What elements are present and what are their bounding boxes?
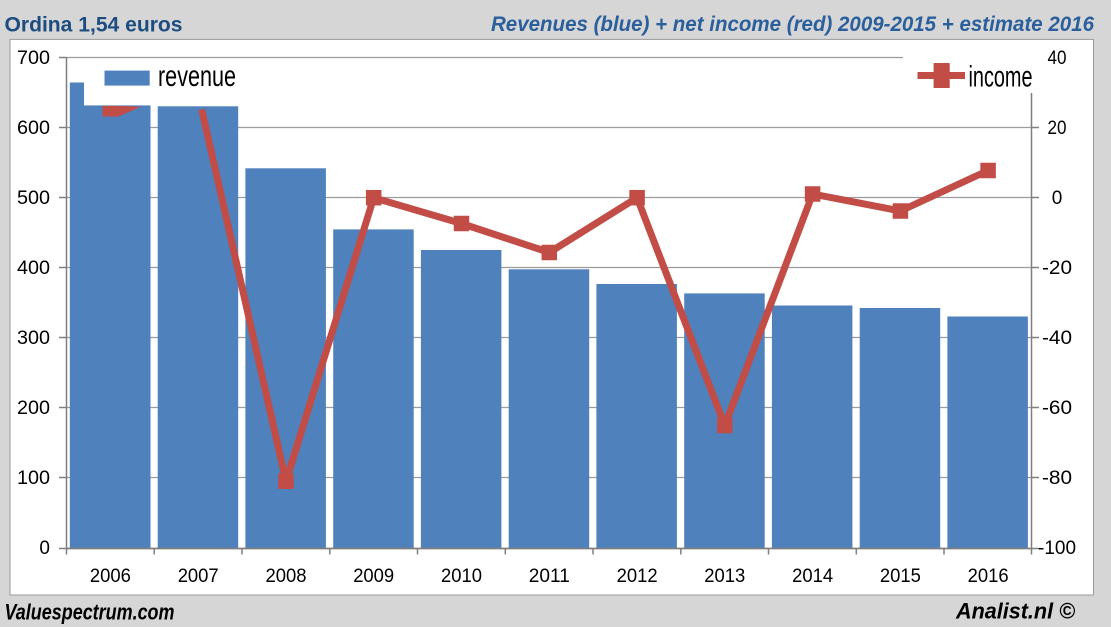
svg-text:600: 600 [17, 118, 50, 139]
svg-text:-80: -80 [1042, 468, 1072, 489]
svg-text:2009: 2009 [353, 566, 394, 587]
svg-text:2006: 2006 [90, 566, 131, 587]
svg-text:2007: 2007 [178, 566, 219, 587]
svg-text:2010: 2010 [441, 566, 482, 587]
svg-text:2015: 2015 [880, 566, 921, 587]
svg-text:Analist.nl ©: Analist.nl © [955, 599, 1075, 624]
svg-text:-20: -20 [1042, 258, 1072, 279]
svg-text:-60: -60 [1042, 398, 1072, 419]
svg-text:0: 0 [39, 538, 50, 559]
svg-text:400: 400 [17, 258, 50, 279]
svg-text:-100: -100 [1038, 538, 1076, 559]
svg-text:2013: 2013 [704, 566, 745, 587]
svg-text:2014: 2014 [792, 566, 833, 587]
svg-text:2012: 2012 [617, 566, 658, 587]
svg-text:revenue: revenue [158, 60, 236, 93]
svg-text:500: 500 [17, 188, 50, 209]
svg-text:2008: 2008 [266, 566, 307, 587]
svg-text:2016: 2016 [968, 566, 1009, 587]
svg-text:200: 200 [17, 398, 50, 419]
svg-text:2011: 2011 [529, 566, 570, 587]
svg-text:700: 700 [17, 48, 50, 69]
svg-text:40: 40 [1048, 48, 1067, 69]
svg-text:20: 20 [1048, 118, 1067, 139]
svg-text:-40: -40 [1042, 328, 1072, 349]
svg-text:income: income [969, 61, 1033, 94]
svg-text:300: 300 [17, 328, 50, 349]
svg-text:Ordina 1,54 euros: Ordina 1,54 euros [5, 13, 183, 37]
svg-text:100: 100 [17, 468, 50, 489]
svg-text:0: 0 [1052, 188, 1063, 209]
svg-text:Revenues (blue) + net income (: Revenues (blue) + net income (red) 2009-… [491, 13, 1094, 36]
svg-text:Valuespectrum.com: Valuespectrum.com [5, 600, 175, 625]
